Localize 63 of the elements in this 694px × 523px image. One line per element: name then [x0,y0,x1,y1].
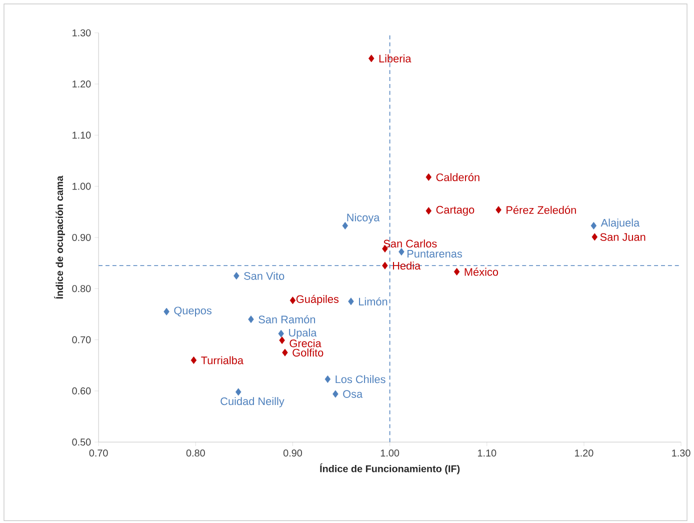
data-label: San Vito [244,272,284,280]
y-tick-label: 1.30 [72,29,91,37]
point [234,272,240,280]
point [592,233,598,241]
point [164,308,170,316]
y-tick-label: 1.10 [72,132,91,139]
data-label: Quepos [174,306,212,317]
point [382,262,388,270]
point [290,296,296,304]
data-label: Hedia [393,262,421,270]
y-tick-label: 0.60 [72,388,91,395]
point [235,388,242,396]
data-label: San Juan [600,233,646,242]
data-label: Limón [359,297,388,306]
data-label: Los Chiles [336,375,386,384]
x-tick-label: 1.20 [575,450,594,457]
y-tick-label: 1.20 [72,80,91,88]
point [279,336,285,344]
x-axis-title: Índice de Funcionamiento (IF) [320,464,460,474]
data-label: Upala [289,328,317,339]
y-tick-label: 1.00 [72,182,91,190]
point [426,173,432,182]
point [282,348,288,356]
data-label: Cuidad Neilly [220,397,284,408]
point [324,376,331,384]
point [342,222,348,230]
x-tick-label: 0.80 [186,450,205,457]
point [348,298,354,306]
y-tick-label: 0.70 [72,336,91,344]
data-label: Guápiles [296,294,339,306]
point [368,54,374,62]
point [398,248,404,256]
x-tick-label: 1.30 [672,450,690,457]
data-label: Nicoya [347,213,380,224]
data-label: México [464,268,498,276]
y-tick-label: 0.50 [72,438,91,446]
point [248,316,254,324]
point [332,390,338,398]
data-label: San Ramón [258,315,316,324]
data-label: Cartago [436,206,474,216]
data-label: San Carlos [384,240,437,248]
y-tick-label: 0.80 [72,285,91,292]
data-label: Osa [343,390,363,398]
data-label: Puntarenas [408,250,462,258]
y-axis-title: Índice de ocupación cama [54,176,65,299]
x-tick-label: 1.10 [478,450,496,457]
point [190,356,197,364]
data-label: Golfito [292,348,324,357]
x-tick-label: 0.70 [89,450,108,457]
point [496,206,502,214]
y-tick-label: 0.90 [72,234,91,242]
point [426,207,432,215]
point [590,222,597,230]
data-label: Turrialba [201,356,244,364]
x-tick-label: 0.90 [283,450,302,457]
point [278,330,284,338]
data-label: Pérez Zeledón [506,206,576,214]
data-label: Liberia [379,54,412,63]
x-tick-label: 1.00 [380,450,400,457]
point [454,268,460,276]
data-label: Grecia [290,339,322,348]
data-label: Alajuela [600,218,640,229]
data-label: Calderón [436,173,480,182]
